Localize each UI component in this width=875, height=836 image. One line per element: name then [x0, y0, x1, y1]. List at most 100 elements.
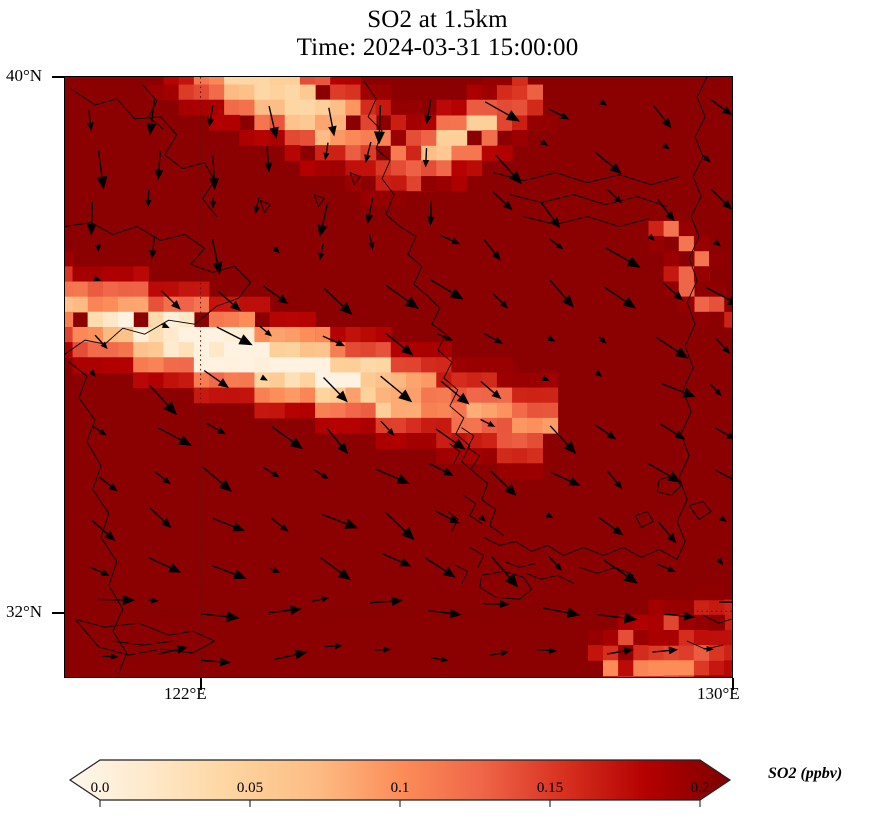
wind-vector [607, 647, 634, 656]
wind-vector [607, 189, 622, 204]
wind-vector [594, 424, 617, 440]
so2-grid-cell [466, 417, 483, 434]
wind-vector [323, 377, 348, 403]
coastline-path [676, 236, 700, 560]
so2-grid-cell [375, 433, 392, 449]
so2-grid-cell [330, 402, 346, 419]
so2-grid-cell [330, 145, 346, 161]
so2-grid-cell [163, 326, 180, 343]
so2-grid-cell [481, 130, 498, 146]
so2-grid-cell [239, 357, 256, 374]
so2-grid-cell [405, 130, 422, 146]
so2-grid-cell [496, 372, 513, 389]
so2-grid-cell [65, 266, 74, 283]
so2-grid-cell [390, 99, 407, 116]
so2-grid-cell [330, 326, 346, 343]
wind-vector [102, 653, 119, 660]
so2-grid-cell [390, 175, 407, 192]
so2-grid-cell [65, 251, 74, 267]
wind-vector [606, 470, 623, 490]
so2-grid-cell [451, 130, 468, 146]
so2-grid-cell [193, 84, 210, 101]
so2-grid-cell [512, 433, 528, 449]
so2-grid-cell [375, 417, 392, 434]
so2-grid-cell [648, 220, 665, 237]
so2-grid-cell [345, 342, 362, 358]
wind-vector [542, 607, 581, 619]
so2-grid-cell [254, 387, 271, 404]
wind-vector [482, 600, 510, 609]
so2-grid-cell [709, 281, 725, 298]
wind-vector [385, 511, 415, 541]
so2-grid-cell [254, 357, 271, 374]
so2-grid-cell [709, 326, 725, 343]
wind-vector [380, 375, 413, 403]
colorbar-tick-0: 0.0 [90, 780, 110, 796]
graticule-gridlines [65, 77, 732, 677]
so2-grid-cell [451, 175, 468, 192]
wind-vector [260, 374, 268, 381]
so2-grid-cell [315, 145, 331, 161]
so2-grid-cell [360, 99, 377, 116]
so2-grid-cell [678, 251, 695, 267]
wind-vector [548, 555, 562, 571]
so2-grid-cell [724, 645, 732, 661]
so2-grid-cell [102, 281, 119, 298]
so2-grid-cell [648, 599, 665, 616]
so2-grid-cell [208, 357, 225, 374]
so2-grid-cell [709, 675, 725, 677]
so2-grid-cell [330, 372, 346, 389]
wind-vector [148, 557, 182, 573]
wind-vector [647, 233, 655, 241]
so2-grid-cell [421, 402, 437, 419]
so2-grid-cell [148, 372, 165, 389]
wind-vector [324, 642, 343, 650]
so2-grid-cell [299, 311, 316, 328]
so2-grid-cell [284, 114, 301, 131]
so2-grid-cell [405, 175, 422, 192]
so2-grid-cell [481, 84, 498, 101]
so2-grid-cell [693, 236, 710, 252]
so2-grid-cell [148, 342, 165, 358]
wind-vector [98, 476, 118, 492]
wind-vector [91, 520, 116, 542]
so2-grid-cell [193, 77, 210, 86]
wind-vector [483, 239, 501, 261]
so2-grid-cell [87, 342, 104, 358]
coastline-path [259, 200, 271, 213]
so2-grid-cell [466, 387, 483, 404]
so2-grid-cell [466, 114, 483, 131]
so2-grid-cell [269, 77, 286, 86]
so2-grid-cell [178, 281, 195, 298]
axis-label-lon-122e: 122°E [164, 684, 207, 703]
so2-grid-cell [678, 675, 695, 677]
colorbar-axis-label: SO2 (ppbv) [768, 765, 843, 782]
so2-grid-cell [178, 99, 195, 116]
so2-grid-cell [618, 660, 634, 677]
so2-grid-cell [254, 402, 271, 419]
so2-grid-cell [345, 387, 362, 404]
so2-grid-cell [178, 311, 195, 328]
coastline-path [74, 618, 216, 656]
wind-vector [154, 150, 164, 181]
wind-vector [549, 279, 574, 308]
wind-vector [540, 201, 561, 229]
wind-vector [93, 275, 102, 282]
so2-grid-cell [724, 311, 732, 328]
wind-vector [484, 101, 521, 122]
so2-grid-cell [345, 145, 362, 161]
so2-grid-cell [709, 660, 725, 677]
wind-vector [492, 293, 509, 309]
so2-grid-cell [148, 296, 165, 313]
so2-grid-cell [481, 357, 498, 374]
so2-grid-cell [148, 311, 165, 328]
so2-grid-cell [421, 145, 437, 161]
so2-grid-cell [360, 387, 377, 404]
so2-grid-cell [299, 387, 316, 404]
wind-vector [146, 100, 157, 136]
so2-grid-cell [208, 296, 225, 313]
wind-vector [540, 139, 549, 146]
so2-grid-cell [481, 433, 498, 449]
so2-grid-cell [118, 311, 134, 328]
coastline-path [461, 427, 481, 469]
